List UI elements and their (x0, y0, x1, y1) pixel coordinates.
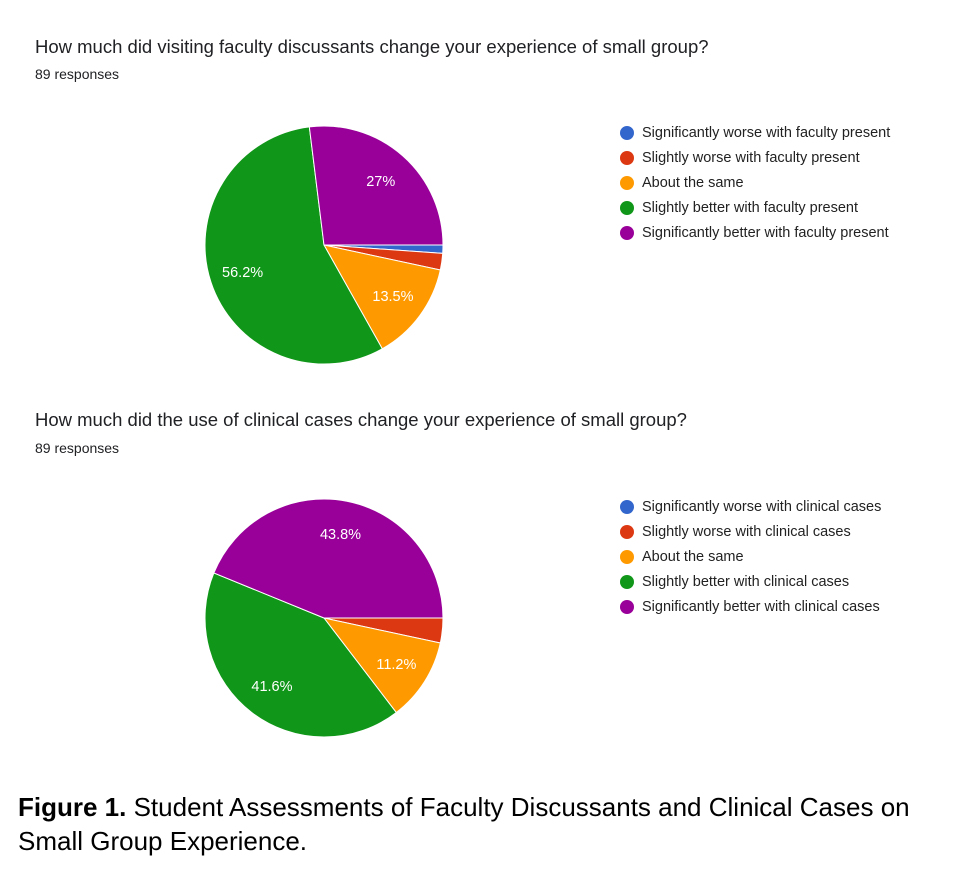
legend-swatch (620, 524, 634, 539)
legend-item: Significantly worse with clinical cases (620, 494, 881, 519)
legend-label: Significantly better with clinical cases (642, 599, 880, 616)
legend-label: Significantly worse with clinical cases (642, 498, 882, 515)
legend-swatch (620, 175, 634, 190)
pie-slice (322, 617, 441, 714)
chart-1-title: How much did visiting faculty discussant… (35, 36, 709, 57)
legend-item: Slightly worse with clinical cases (620, 519, 881, 544)
slice-label: 43.8% (320, 527, 361, 543)
chart-2-legend: Significantly worse with clinical cases S… (620, 494, 881, 620)
slice-label: 11.2% (376, 657, 416, 673)
pie-slice (204, 572, 398, 738)
legend-swatch (620, 499, 634, 514)
legend-item: Significantly better with faculty presen… (620, 221, 890, 246)
legend-label: Slightly better with clinical cases (642, 574, 850, 591)
legend-item: Significantly worse with faculty present (620, 120, 890, 145)
legend-item: Slightly better with clinical cases (620, 570, 881, 595)
legend-item: Slightly better with faculty present (620, 196, 890, 221)
chart-1-legend: Significantly worse with faculty present… (620, 120, 890, 246)
legend-label: About the same (642, 548, 744, 565)
chart-2-pie: 11.2% 41.6% 43.8% (204, 498, 444, 738)
legend-label: About the same (642, 174, 744, 191)
chart-1-responses: 89 responses (35, 66, 120, 82)
chart-1-pie: 13.5% 56.2% 27% (204, 125, 444, 365)
slice-label: 27% (366, 174, 395, 190)
legend-item: About the same (620, 544, 881, 569)
slice-label: 56.2% (222, 265, 263, 281)
chart-2-title: How much did the use of clinical cases c… (35, 409, 687, 430)
legend-item: Significantly better with clinical cases (620, 595, 881, 620)
pie-slice (323, 244, 441, 350)
pie-slice (204, 126, 383, 365)
legend-label: Slightly worse with faculty present (642, 149, 860, 166)
legend-swatch (620, 226, 634, 241)
legend-label: Significantly better with faculty presen… (642, 225, 889, 242)
legend-item: About the same (620, 170, 890, 195)
pie-slice (308, 125, 444, 246)
figure-caption-text: Student Assessments of Faculty Discussan… (18, 792, 910, 856)
legend-label: Slightly better with faculty present (642, 200, 858, 217)
legend-label: Slightly worse with clinical cases (642, 523, 851, 540)
legend-swatch (620, 549, 634, 564)
legend-swatch (620, 575, 634, 590)
legend-swatch (620, 600, 634, 615)
chart-2-responses: 89 responses (35, 440, 120, 456)
legend-swatch (620, 125, 634, 140)
figure-label: Figure 1. (18, 792, 127, 822)
legend-swatch (620, 150, 634, 165)
figure-caption: Figure 1. Student Assessments of Faculty… (18, 790, 918, 858)
slice-label: 41.6% (251, 679, 292, 695)
pie-slice (213, 498, 444, 619)
legend-label: Significantly worse with faculty present (642, 124, 891, 141)
legend-item: Slightly worse with faculty present (620, 145, 890, 170)
legend-swatch (620, 201, 634, 216)
slice-label: 13.5% (372, 289, 413, 305)
